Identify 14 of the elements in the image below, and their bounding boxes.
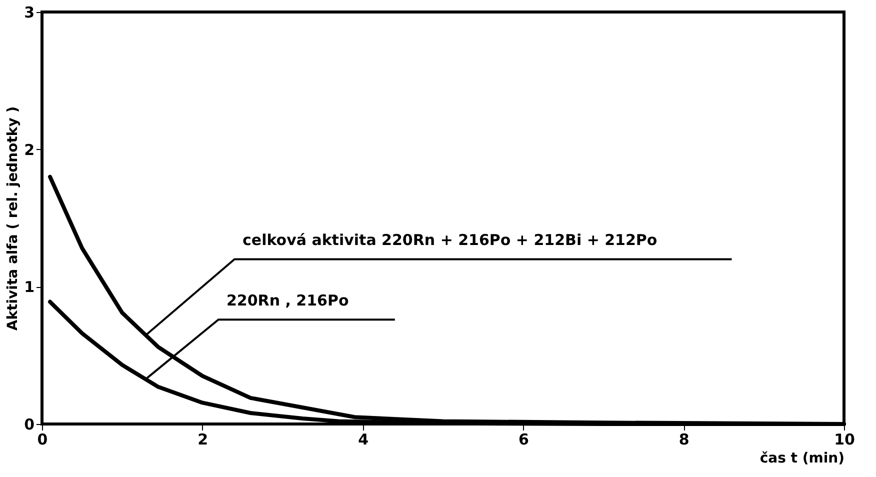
annotation: 220Rn , 216Po (226, 292, 349, 310)
x-tick-label: 0 (37, 430, 48, 448)
x-tick-label: 4 (358, 430, 369, 448)
x-tick-label: 10 (834, 430, 855, 448)
y-tick-label: 0 (24, 416, 34, 434)
annotation: celková aktivita 220Rn + 216Po + 212Bi + 212Po (242, 231, 658, 250)
y-tick-label: 3 (24, 4, 34, 22)
y-tick-label: 1 (24, 278, 34, 296)
x-axis-title: čas t (min) (760, 450, 844, 466)
x-tick-label: 8 (678, 430, 690, 448)
y-tick-label: 2 (24, 140, 34, 159)
x-tick-label: 2 (198, 430, 208, 448)
y-axis-title: Aktivita alfa ( rel. jednotky ) (5, 106, 22, 331)
x-tick-label: 6 (518, 430, 529, 448)
